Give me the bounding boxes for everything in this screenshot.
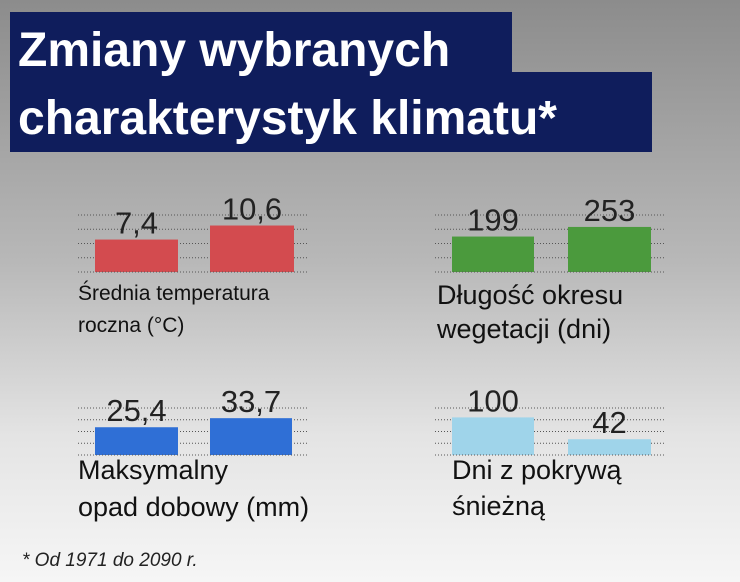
value-label: 253: [584, 193, 636, 228]
bar: [210, 225, 294, 272]
title-box: [10, 72, 652, 152]
value-label: 199: [467, 203, 519, 238]
chart-label: Maksymalny: [78, 455, 229, 485]
chart-label: Długość okresu: [437, 280, 623, 310]
title-line: Zmiany wybranych: [18, 24, 450, 77]
bar: [210, 418, 292, 455]
chart-label: roczna (°C): [78, 314, 184, 337]
bar: [568, 439, 651, 455]
footnote: * Od 1971 do 2090 r.: [22, 550, 198, 571]
value-label: 7,4: [115, 206, 158, 241]
chart-label: Dni z pokrywą: [452, 455, 623, 485]
chart-label: śnieżną: [452, 491, 546, 521]
value-label: 10,6: [222, 192, 282, 227]
title-box: [10, 12, 512, 78]
chart-label: opad dobowy (mm): [78, 492, 309, 522]
bar: [95, 239, 178, 272]
chart-label: wegetacji (dni): [436, 314, 611, 344]
bar: [95, 427, 178, 455]
value-label: 25,4: [106, 393, 166, 428]
bar: [452, 236, 534, 272]
chart-label: Średnia temperatura: [78, 281, 270, 305]
bar: [452, 417, 534, 455]
bar: [568, 226, 651, 272]
value-label: 33,7: [221, 384, 281, 419]
title-line: charakterystyk klimatu*: [18, 92, 557, 145]
value-label: 100: [467, 383, 519, 418]
value-label: 42: [592, 405, 626, 440]
